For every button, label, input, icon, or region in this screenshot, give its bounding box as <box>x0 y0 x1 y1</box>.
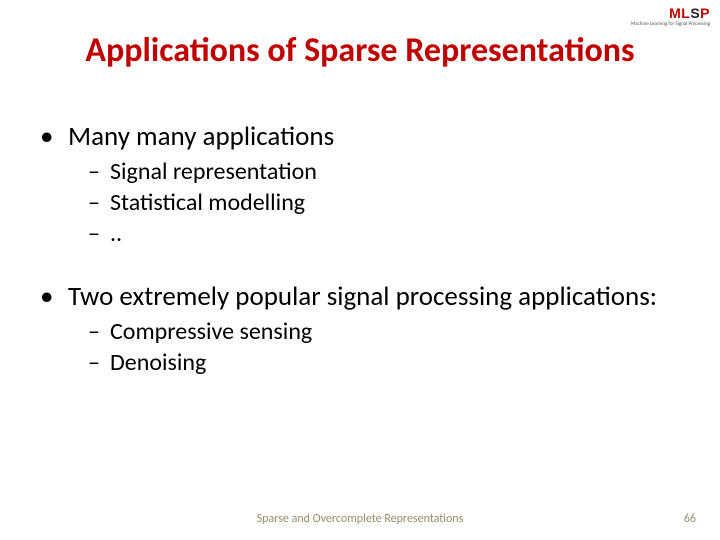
bullet-level2: – Denoising <box>88 348 680 377</box>
bullet-dash-icon: – <box>88 317 110 346</box>
bullet-text: Compressive sensing <box>110 317 312 346</box>
bullet-dot-icon: • <box>40 120 68 153</box>
bullet-level1: • Many many applications <box>40 120 680 153</box>
slide-body: • Many many applications – Signal repres… <box>40 120 680 379</box>
bullet-text: Statistical modelling <box>110 188 305 217</box>
bullet-level2: – .. <box>88 219 680 248</box>
slide: MLSP Machine Learning for Signal Process… <box>0 0 720 540</box>
bullet-level2: – Compressive sensing <box>88 317 680 346</box>
footer-center: Sparse and Overcomplete Representations <box>0 512 720 526</box>
bullet-level2: – Signal representation <box>88 157 680 186</box>
logo-text: MLSP <box>669 6 710 20</box>
bullet-dash-icon: – <box>88 188 110 217</box>
logo: MLSP Machine Learning for Signal Process… <box>631 6 710 27</box>
bullet-text: Many many applications <box>68 120 334 153</box>
bullet-dot-icon: • <box>40 280 68 313</box>
bullet-dash-icon: – <box>88 348 110 377</box>
slide-title: Applications of Sparse Representations <box>0 30 720 71</box>
bullet-dash-icon: – <box>88 157 110 186</box>
bullet-text: Signal representation <box>110 157 317 186</box>
logo-subtext: Machine Learning for Signal Processing <box>631 21 710 27</box>
spacer <box>40 250 680 280</box>
bullet-level2: – Statistical modelling <box>88 188 680 217</box>
bullet-text: .. <box>110 219 122 248</box>
bullet-level1: • Two extremely popular signal processin… <box>40 280 680 313</box>
bullet-text: Denoising <box>110 348 206 377</box>
bullet-dash-icon: – <box>88 219 110 248</box>
bullet-text: Two extremely popular signal processing … <box>68 280 657 313</box>
page-number: 66 <box>684 512 696 526</box>
